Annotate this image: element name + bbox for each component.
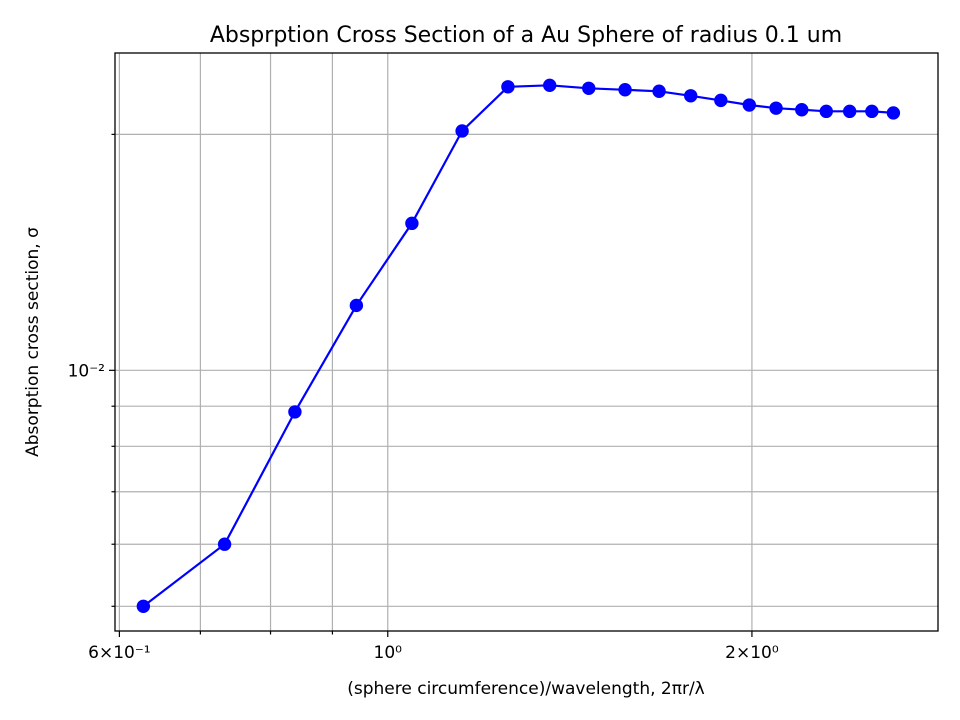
data-point xyxy=(842,104,857,119)
data-point xyxy=(714,93,728,108)
data-point xyxy=(455,124,469,138)
data-point xyxy=(582,81,596,95)
data-point xyxy=(684,89,698,103)
data-point xyxy=(886,106,901,120)
x-tick-label: 6×10⁻¹ xyxy=(88,643,150,663)
data-point xyxy=(542,78,557,93)
data-point xyxy=(819,104,833,119)
data-point xyxy=(288,405,302,419)
y-tick-label: 10⁻² xyxy=(68,361,105,381)
series-layer xyxy=(136,78,901,613)
ticks-layer: 6×10⁻¹ 10⁰ 2×10⁰ 10⁻² xyxy=(68,133,779,663)
x-tick-label: 2×10⁰ xyxy=(725,643,779,663)
series-line xyxy=(142,84,894,608)
x-axis-label: (sphere circumference)/wavelength, 2πr/λ xyxy=(347,679,704,699)
chart-title: Absprption Cross Section of a Au Sphere … xyxy=(210,23,842,48)
data-point xyxy=(217,537,232,551)
x-tick-label: 10⁰ xyxy=(374,643,403,663)
data-point xyxy=(136,599,151,613)
grid-layer xyxy=(115,53,938,631)
data-point xyxy=(865,104,879,119)
y-axis-label: Absorption cross section, σ xyxy=(23,227,43,457)
data-point xyxy=(652,84,666,98)
data-point xyxy=(405,216,419,231)
data-point xyxy=(769,101,783,115)
data-point xyxy=(795,103,809,117)
data-point xyxy=(742,98,756,112)
data-point xyxy=(349,298,364,313)
data-point xyxy=(618,83,632,97)
data-point xyxy=(501,80,515,94)
plot-area-frame xyxy=(114,52,939,632)
